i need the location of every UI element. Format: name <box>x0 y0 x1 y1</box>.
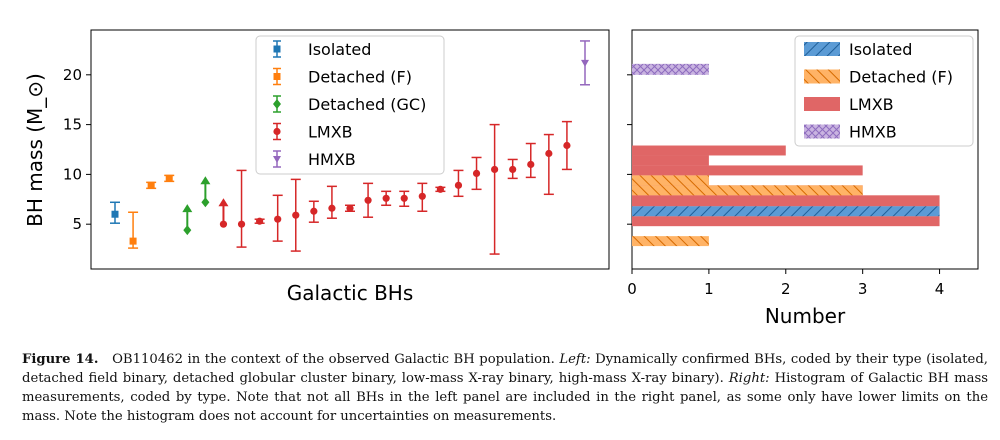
isolated-hist-bar <box>632 206 940 217</box>
lmxb-hist-bar <box>632 216 940 227</box>
lmxb-point <box>454 181 463 189</box>
left-x-axis-label: Galactic BHs <box>287 281 414 305</box>
legend-detached-f-label: Detached (F) <box>308 68 412 87</box>
right-y-ticks <box>627 74 632 225</box>
caption-right-word: Right: <box>728 371 770 386</box>
lmxb-point <box>274 215 282 223</box>
legend-detached-f-marker <box>273 73 281 80</box>
right-histogram-bars <box>632 63 940 247</box>
right-x-tick-label: 3 <box>858 280 868 298</box>
legend-lmxb-swatch <box>804 97 840 111</box>
detached-f-hist-bar <box>632 236 709 247</box>
left-y-tick-label: 20 <box>63 66 82 84</box>
right-panel: 0 1 2 3 4 Number Isolated Detached (F) LMXB HMX… <box>627 29 979 328</box>
right-x-tick-label: 1 <box>704 280 714 298</box>
lmxb-point <box>256 217 264 225</box>
legend-detached-gc-label: Detached (GC) <box>308 95 426 114</box>
left-legend-box <box>255 35 445 175</box>
legend-lmxb-label: LMXB <box>849 95 894 114</box>
legend-hmxb-label: HMXB <box>308 150 356 169</box>
caption-left-text: Dynamically confirmed BHs, coded by thei… <box>22 352 988 386</box>
detached-f-point <box>129 237 137 245</box>
caption-label: Figure 14. <box>22 352 99 367</box>
lmxb-point <box>418 192 426 200</box>
lmxb-point <box>346 204 354 212</box>
legend-hmxb-swatch <box>804 124 840 139</box>
right-x-tick-label: 4 <box>935 280 945 298</box>
lmxb-point <box>527 160 535 169</box>
legend-detached-gc-marker <box>273 99 281 109</box>
detached-f-hist-bar <box>632 175 709 186</box>
detached-f-point <box>147 181 155 189</box>
lmxb-point <box>436 185 444 193</box>
right-x-tick-label: 0 <box>627 280 637 298</box>
left-panel: 5 10 15 20 BH mass (M_⊙) Galactic BHs Isola… <box>23 29 610 305</box>
detached-f-point <box>165 174 173 182</box>
lmxb-hist-bar <box>632 195 940 207</box>
lmxb-point <box>310 207 318 215</box>
lmxb-hist-bar <box>632 165 863 176</box>
left-y-tick-label: 5 <box>72 215 82 233</box>
lmxb-point <box>472 169 481 177</box>
detached-f-hist-bar <box>632 185 863 196</box>
right-x-tick-label: 2 <box>781 280 791 298</box>
lmxb-point <box>509 165 517 174</box>
left-y-ticks: 5 10 15 20 <box>63 66 91 233</box>
legend-isolated-label: Isolated <box>308 40 371 59</box>
isolated-point <box>111 210 119 218</box>
legend-isolated-label: Isolated <box>849 40 912 59</box>
detached-gc-limit-arrow <box>182 204 193 213</box>
legend-lmxb-marker <box>273 127 281 136</box>
figure-caption: Figure 14. OB110462 in the context of th… <box>22 350 988 426</box>
legend-lmxb-label: LMXB <box>308 123 353 142</box>
right-x-ticks: 0 1 2 3 4 <box>627 269 944 298</box>
lmxb-point <box>219 220 228 228</box>
caption-left-word: Left: <box>559 352 591 367</box>
left-y-tick-label: 15 <box>63 116 82 134</box>
lmxb-point <box>364 196 372 204</box>
detached-gc-point <box>201 197 210 208</box>
left-y-axis-label-text: BH mass (M_⊙) <box>23 73 47 227</box>
lmxb-point <box>328 204 336 212</box>
caption-right-text: Histogram of Galactic BH mass measuremen… <box>22 371 988 424</box>
lmxb-point <box>382 194 390 202</box>
lmxb-point <box>292 211 300 219</box>
legend-detached-f-swatch <box>804 69 840 84</box>
lmxb-point <box>491 165 499 174</box>
lmxb-point <box>545 149 553 158</box>
right-legend: Isolated Detached (F) LMXB HMXB <box>794 35 974 147</box>
caption-lead: OB110462 in the context of the observed … <box>112 352 555 367</box>
hmxb-hist-bar <box>632 63 709 75</box>
lmxb-limit-arrow <box>218 198 229 207</box>
right-x-axis-label: Number <box>765 304 846 328</box>
lmxb-point <box>563 141 571 150</box>
left-marks <box>110 40 590 255</box>
detached-gc-limit-arrow <box>200 176 211 185</box>
lmxb-point <box>237 220 246 228</box>
hmxb-point <box>581 59 589 67</box>
legend-hmxb-label: HMXB <box>849 123 897 142</box>
legend-hmxb-marker <box>273 156 281 163</box>
lmxb-hist-bar <box>632 155 709 166</box>
left-legend: Isolated Detached (F) Detached (GC) LMXB HMX… <box>255 35 445 175</box>
lmxb-hist-bar <box>632 145 786 156</box>
legend-isolated-marker <box>273 45 281 53</box>
legend-isolated-swatch <box>804 42 840 56</box>
legend-detached-f-label: Detached (F) <box>849 68 953 87</box>
lmxb-point <box>400 194 408 202</box>
right-legend-box <box>794 35 974 147</box>
left-y-axis-label: BH mass (M_⊙) <box>23 73 47 227</box>
detached-gc-point <box>183 225 192 236</box>
left-y-tick-label: 10 <box>63 165 82 183</box>
